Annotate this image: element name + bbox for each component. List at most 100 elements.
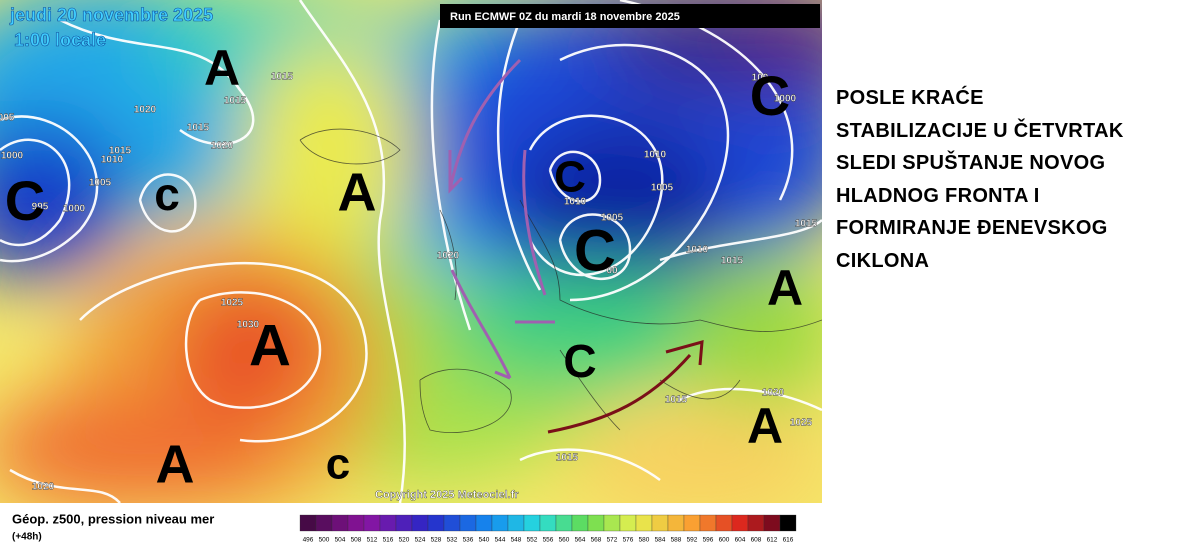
isobar-label: 1010 [686,245,709,256]
scale-swatch [427,514,445,532]
scale-swatch [363,514,381,532]
pressure-center: A [747,398,783,454]
isobar-label: 1015 [665,395,688,406]
scale-label: 556 [543,537,554,544]
scale-swatch [523,514,541,532]
scale-swatch [299,514,317,532]
scale-swatch [667,514,685,532]
isobar-label: 1010 [101,155,124,166]
isobar-label: 1005 [89,178,112,189]
scale-label: 612 [767,537,778,544]
legend-title: Géop. z500, pression niveau mer [12,511,214,526]
scale-swatch [443,514,461,532]
isobar-label: 00 [606,266,618,277]
scale-swatch [571,514,589,532]
isobar-label: 1000 [63,204,86,215]
scale-label: 540 [479,537,490,544]
scale-label: 512 [367,537,378,544]
scale-label: 560 [559,537,570,544]
isobar-label: 1020 [32,482,55,493]
isobars [0,0,822,503]
scale-label: 592 [687,537,698,544]
scale-label: 496 [303,537,314,544]
isobar-label: 1020 [134,105,157,116]
isobar-label: 1005 [601,213,624,224]
isobar-label: 1015 [271,72,294,83]
scale-swatch [459,514,477,532]
scale-label: 580 [639,537,650,544]
scale-label: 600 [719,537,730,544]
isobar-label: 005 [0,113,15,124]
isobar-label: 1015 [187,123,210,134]
isobar-label: 1020 [762,388,785,399]
scale-swatch [411,514,429,532]
field [0,0,822,503]
isobar-label: 1005 [651,183,674,194]
scale-swatch [763,514,781,532]
scale-label: 616 [783,537,794,544]
pressure-center: C [750,64,790,127]
scale-swatch [507,514,525,532]
commentary-line: SLEDI SPUŠTANJE NOVOG [836,152,1106,174]
scale-swatch [683,514,701,532]
scale-label: 504 [335,537,346,544]
scale-swatch [475,514,493,532]
legend: Géop. z500, pression niveau mer (+48h) 4… [0,503,822,549]
isobar-label: 1000 [1,151,24,162]
scale-label: 524 [415,537,426,544]
scale-label: 536 [463,537,474,544]
commentary: POSLE KRAĆE STABILIZACIJE U ČETVRTAK SLEDI… [836,82,1196,277]
scale-label: 584 [655,537,666,544]
scale-label: 508 [351,537,362,544]
scale-swatch [651,514,669,532]
scale-label: 564 [575,537,586,544]
scale-swatch [491,514,509,532]
isobar-label: 1025 [221,298,244,309]
legend-lead: (+48h) [12,532,42,543]
scale-swatch [715,514,733,532]
weather-map: Run ECMWF 0Z du mardi 18 novembre 2025 j… [0,0,822,503]
scale-label: 528 [431,537,442,544]
coastlines [299,128,822,433]
scale-label: 604 [735,537,746,544]
pressure-center: c [154,168,180,220]
pressure-center: A [338,162,377,222]
copyright: Copyright 2025 Meteociel.fr [375,489,519,501]
scale-swatch [587,514,605,532]
scale-label: 596 [703,537,714,544]
scale-swatch [331,514,349,532]
commentary-line: HLADNOG FRONTA I [836,184,1040,207]
isobar-label: 1025 [790,418,813,429]
scale-label: 608 [751,537,762,544]
scale-label: 568 [591,537,602,544]
run-info: Run ECMWF 0Z du mardi 18 novembre 2025 [450,11,680,23]
scale-swatch [603,514,621,532]
scale-swatch [347,514,365,532]
scale-swatch [619,514,637,532]
scale-label: 520 [399,537,410,544]
forecast-time: 1:00 locale [14,30,106,50]
scale-label: 500 [319,537,330,544]
cold-front-arrows [448,58,555,380]
pressure-center: A [204,40,240,96]
scale-swatch [699,514,717,532]
isobar-label: 1010 [644,150,667,161]
commentary-line: CIKLONA [836,249,930,272]
isobar-label: 1015 [556,453,579,464]
scale-swatch [379,514,397,532]
scale-swatch [731,514,749,532]
scale-label: 588 [671,537,682,544]
isobar-label: 995 [32,202,49,213]
pressure-center: C [563,335,596,387]
scale-swatch [315,514,333,532]
pressure-center: C [574,218,616,283]
isobar-label: 100 [752,73,769,84]
warm-flow-arrow [547,339,704,434]
isobar-label: 1000 [774,94,797,105]
pressure-center: C [554,153,586,202]
scale-swatch [395,514,413,532]
isobar-label: 1020 [211,141,234,152]
scale-swatch [555,514,573,532]
commentary-line: POSLE KRAĆE [836,87,984,109]
